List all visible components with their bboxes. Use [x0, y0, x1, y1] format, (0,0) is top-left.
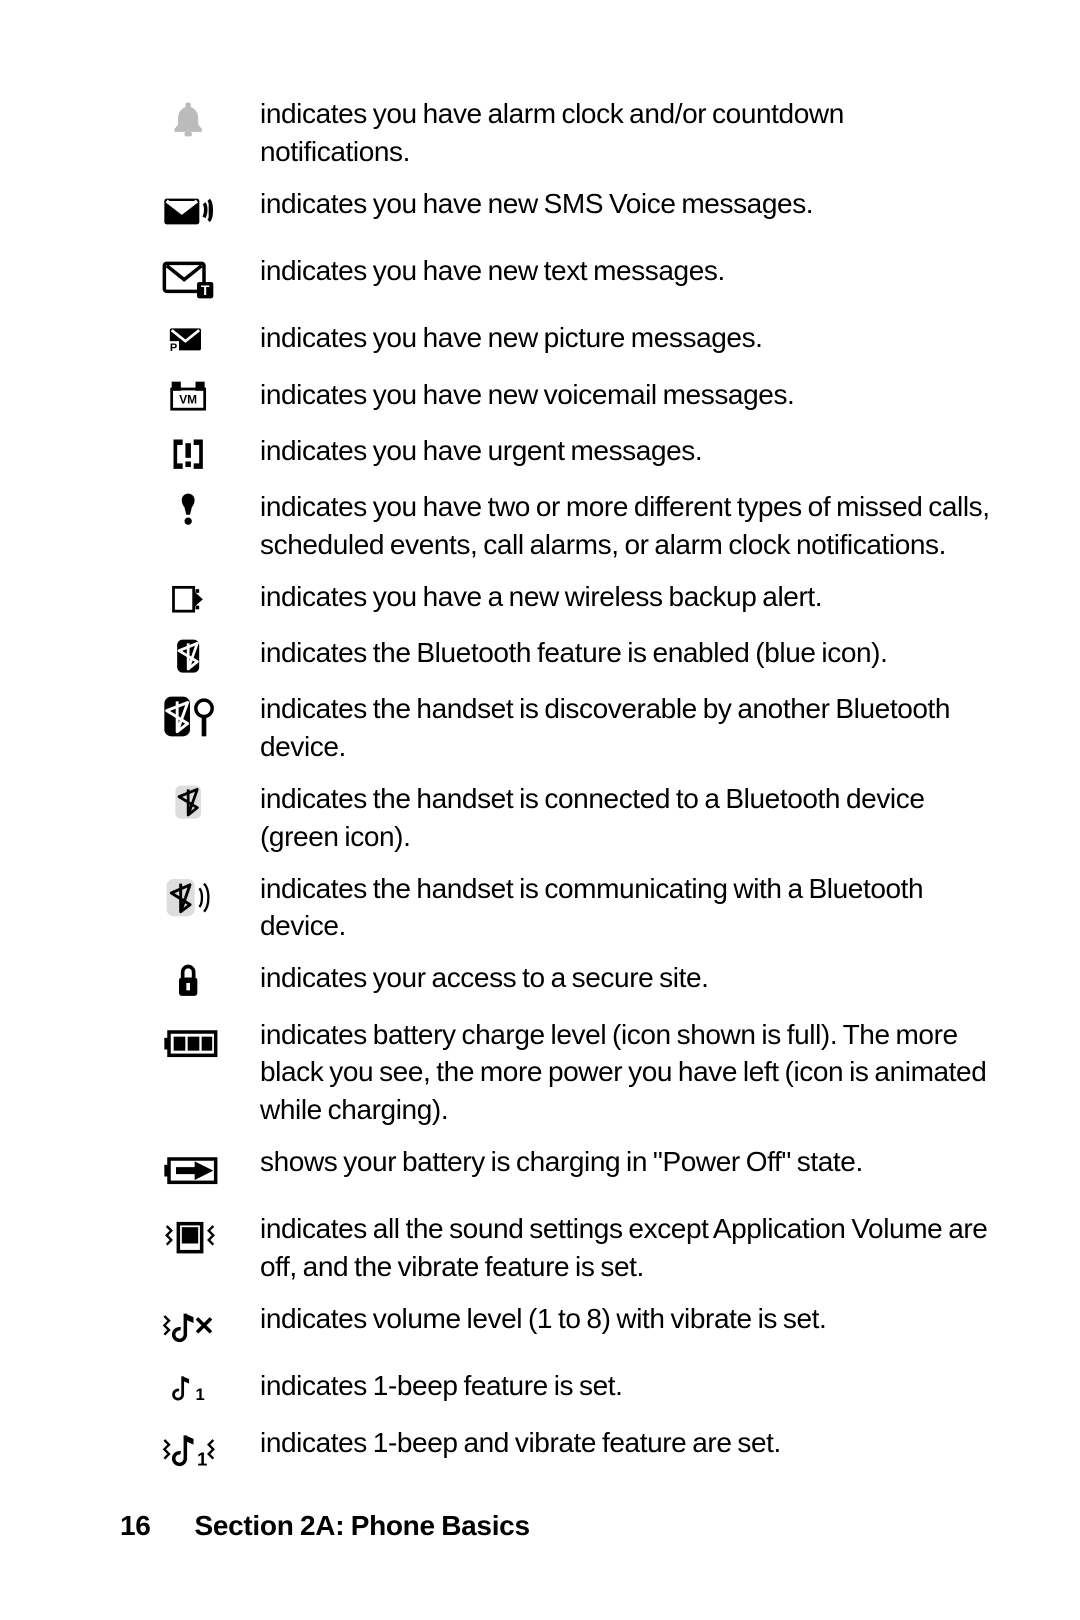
- icon-cell: [120, 870, 260, 923]
- bluetooth-discover-icon: [162, 692, 218, 743]
- legend-description: indicates you have a new wireless backup…: [260, 578, 822, 616]
- legend-row: indicates you have new text messages.: [120, 252, 990, 305]
- alarm-bell-icon: [168, 97, 212, 137]
- legend-row: indicates 1-beep feature is set.: [120, 1367, 990, 1409]
- bluetooth-comm-icon: [162, 872, 218, 923]
- legend-description: indicates volume level (1 to 8) with vib…: [260, 1300, 826, 1338]
- secure-site-icon: [168, 961, 212, 1001]
- icon-cell: [120, 319, 260, 361]
- page-footer: 16 Section 2A: Phone Basics: [120, 1510, 530, 1542]
- icon-legend-list: indicates you have alarm clock and/or co…: [120, 95, 990, 1491]
- legend-row: indicates you have alarm clock and/or co…: [120, 95, 990, 171]
- legend-description: indicates you have alarm clock and/or co…: [260, 95, 990, 171]
- one-beep-vibrate-icon: [162, 1426, 218, 1477]
- icon-cell: [120, 634, 260, 676]
- section-label: Section 2A: Phone Basics: [194, 1510, 529, 1541]
- charging-off-icon: [162, 1145, 218, 1196]
- bluetooth-connected-icon: [168, 782, 212, 822]
- legend-row: indicates the handset is connected to a …: [120, 780, 990, 856]
- icon-cell: [120, 95, 260, 137]
- legend-description: indicates you have new text messages.: [260, 252, 725, 290]
- icon-cell: [120, 488, 260, 530]
- legend-description: indicates you have two or more different…: [260, 488, 990, 564]
- legend-description: indicates 1-beep feature is set.: [260, 1367, 623, 1405]
- icon-cell: [120, 959, 260, 1001]
- icon-cell: [120, 780, 260, 822]
- icon-cell: [120, 1143, 260, 1196]
- legend-description: indicates you have new voicemail message…: [260, 376, 794, 414]
- vibrate-mute-icon: [162, 1212, 218, 1263]
- legend-description: indicates battery charge level (icon sho…: [260, 1016, 990, 1129]
- icon-cell: [120, 252, 260, 305]
- icon-cell: [120, 1210, 260, 1263]
- icon-cell: [120, 376, 260, 418]
- sms-voice-icon: [162, 187, 218, 238]
- legend-description: indicates the Bluetooth feature is enabl…: [260, 634, 887, 672]
- legend-row: indicates you have new picture messages.: [120, 319, 990, 361]
- legend-row: indicates you have urgent messages.: [120, 432, 990, 474]
- legend-row: indicates you have two or more different…: [120, 488, 990, 564]
- multi-notify-icon: [168, 490, 212, 530]
- legend-row: indicates you have a new wireless backup…: [120, 578, 990, 620]
- legend-description: shows your battery is charging in "Power…: [260, 1143, 863, 1181]
- bluetooth-enabled-icon: [168, 636, 212, 676]
- legend-row: indicates volume level (1 to 8) with vib…: [120, 1300, 990, 1353]
- legend-row: indicates battery charge level (icon sho…: [120, 1016, 990, 1129]
- icon-cell: [120, 578, 260, 620]
- new-text-icon: [162, 254, 218, 305]
- legend-description: indicates you have new SMS Voice message…: [260, 185, 813, 223]
- voicemail-icon: [168, 378, 212, 418]
- legend-row: indicates the handset is communicating w…: [120, 870, 990, 946]
- icon-cell: [120, 1367, 260, 1409]
- legend-row: indicates the Bluetooth feature is enabl…: [120, 634, 990, 676]
- legend-description: indicates 1-beep and vibrate feature are…: [260, 1424, 781, 1462]
- legend-description: indicates all the sound settings except …: [260, 1210, 990, 1286]
- legend-description: indicates your access to a secure site.: [260, 959, 709, 997]
- icon-cell: [120, 690, 260, 743]
- icon-cell: [120, 1424, 260, 1477]
- legend-row: indicates all the sound settings except …: [120, 1210, 990, 1286]
- wireless-backup-icon: [168, 580, 212, 620]
- new-picture-msg-icon: [168, 321, 212, 361]
- icon-cell: [120, 1016, 260, 1069]
- legend-row: shows your battery is charging in "Power…: [120, 1143, 990, 1196]
- legend-row: indicates you have new SMS Voice message…: [120, 185, 990, 238]
- legend-description: indicates the handset is discoverable by…: [260, 690, 990, 766]
- legend-description: indicates you have new picture messages.: [260, 319, 763, 357]
- legend-row: indicates the handset is discoverable by…: [120, 690, 990, 766]
- icon-cell: [120, 432, 260, 474]
- volume-vibrate-icon: [162, 1302, 218, 1353]
- icon-cell: [120, 185, 260, 238]
- urgent-icon: [168, 434, 212, 474]
- legend-row: indicates 1-beep and vibrate feature are…: [120, 1424, 990, 1477]
- icon-cell: [120, 1300, 260, 1353]
- legend-row: indicates you have new voicemail message…: [120, 376, 990, 418]
- battery-icon: [162, 1018, 218, 1069]
- manual-page: indicates you have alarm clock and/or co…: [0, 0, 1080, 1620]
- legend-description: indicates the handset is connected to a …: [260, 780, 990, 856]
- page-number: 16: [120, 1510, 188, 1542]
- legend-description: indicates you have urgent messages.: [260, 432, 702, 470]
- one-beep-icon: [168, 1369, 212, 1409]
- legend-row: indicates your access to a secure site.: [120, 959, 990, 1001]
- legend-description: indicates the handset is communicating w…: [260, 870, 990, 946]
